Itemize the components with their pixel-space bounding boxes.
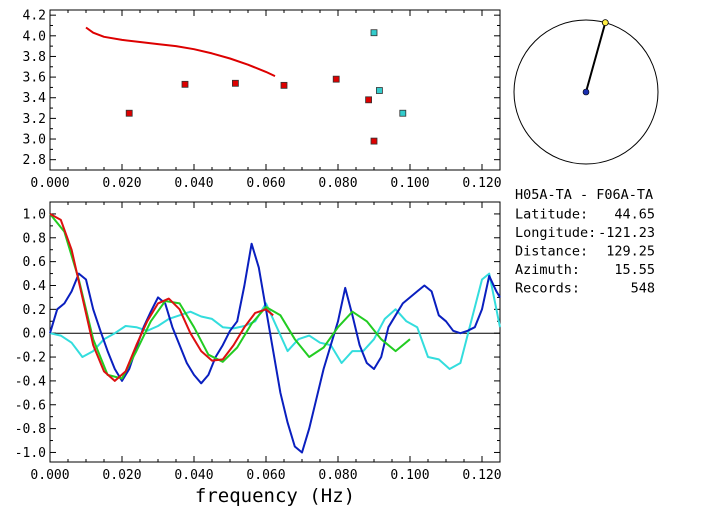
top-y-tick-label: 3.8 bbox=[23, 50, 46, 65]
info-label: Longitude: bbox=[515, 225, 596, 241]
info-value: 15.55 bbox=[614, 262, 655, 278]
x-axis-label: frequency (Hz) bbox=[195, 485, 355, 507]
bottom-series-1-line bbox=[49, 242, 501, 454]
station-pair-title: H05A-TA - F06A-TA bbox=[515, 187, 653, 203]
station-center-marker bbox=[582, 88, 590, 96]
top-x-tick-label: 0.080 bbox=[318, 176, 357, 191]
bottom-x-tick-label: 0.020 bbox=[102, 468, 141, 483]
bottom-x-tick-label: 0.000 bbox=[30, 468, 69, 483]
top-y-tick-label: 2.8 bbox=[23, 153, 46, 168]
top-y-tick-label: 4.0 bbox=[23, 29, 46, 44]
top-series-1-point bbox=[370, 137, 378, 145]
bottom-series-3-line bbox=[49, 213, 274, 382]
top-series-2-point bbox=[399, 109, 407, 117]
top-y-tick-label: 3.2 bbox=[23, 112, 46, 127]
top-x-tick-label: 0.000 bbox=[30, 176, 69, 191]
top-series-1-point bbox=[332, 75, 340, 83]
top-x-tick-label: 0.040 bbox=[174, 176, 213, 191]
bottom-y-tick-label: -0.4 bbox=[15, 374, 46, 389]
top-y-tick-label: 4.2 bbox=[23, 9, 46, 24]
bottom-series-2-line bbox=[49, 213, 411, 380]
top-series-1-point bbox=[365, 96, 373, 104]
bottom-y-tick-label: 0.6 bbox=[23, 255, 46, 270]
top-y-tick-label: 3.6 bbox=[23, 71, 46, 86]
info-value: 44.65 bbox=[614, 207, 655, 223]
bottom-y-tick-label: 0.8 bbox=[23, 231, 46, 246]
station-azimuth-marker bbox=[601, 19, 609, 27]
phase-velocity-chart: 0.000 0.020 0.040 0.060 0.080 0.100 0.120 2.8 3.… bbox=[23, 9, 502, 191]
bottom-y-tick-label: -0.6 bbox=[15, 398, 46, 413]
bottom-x-tick-label: 0.120 bbox=[462, 468, 501, 483]
top-x-tick-label: 0.120 bbox=[462, 176, 501, 191]
azimuth-line bbox=[585, 22, 607, 93]
top-series-1-point bbox=[231, 79, 239, 87]
bottom-y-tick-label: -0.8 bbox=[15, 422, 46, 437]
top-series-1-point bbox=[280, 81, 288, 89]
bottom-series-0-line bbox=[49, 272, 501, 370]
info-value: 548 bbox=[631, 281, 655, 297]
bottom-y-tick-label: 0.4 bbox=[23, 279, 47, 294]
info-label: Azimuth: bbox=[515, 262, 580, 278]
top-series-1-point bbox=[181, 80, 189, 88]
bottom-x-tick-label: 0.100 bbox=[390, 468, 429, 483]
info-value: 129.25 bbox=[606, 244, 655, 260]
coherence-chart: 0.000 0.020 0.040 0.060 0.080 0.100 0.120 -1.0 -… bbox=[15, 201, 502, 507]
top-series-2-point bbox=[370, 29, 378, 37]
station-info-panel: H05A-TA - F06A-TA Latitude: 44.65 Longitud… bbox=[515, 187, 655, 297]
top-x-tick-label: 0.100 bbox=[390, 176, 429, 191]
azimuth-map bbox=[513, 19, 659, 165]
info-label: Distance: bbox=[515, 244, 588, 260]
info-label: Latitude: bbox=[515, 207, 588, 223]
top-series-1-point bbox=[125, 109, 133, 117]
top-y-tick-label: 3.4 bbox=[23, 91, 47, 106]
bottom-x-tick-label: 0.060 bbox=[246, 468, 285, 483]
top-series-2-point bbox=[375, 87, 383, 94]
map-circle bbox=[513, 19, 659, 165]
bottom-x-tick-label: 0.080 bbox=[318, 468, 357, 483]
info-label: Records: bbox=[515, 281, 580, 297]
top-y-tick-label: 3.0 bbox=[23, 133, 46, 148]
top-series-0-line bbox=[85, 26, 276, 78]
top-x-tick-label: 0.020 bbox=[102, 176, 141, 191]
top-x-tick-label: 0.060 bbox=[246, 176, 285, 191]
bottom-y-tick-label: 1.0 bbox=[23, 207, 46, 222]
bottom-x-tick-label: 0.040 bbox=[174, 468, 213, 483]
bottom-y-tick-label: -0.2 bbox=[15, 351, 46, 366]
bottom-y-tick-label: 0.2 bbox=[23, 303, 46, 318]
top-plot-frame bbox=[49, 9, 501, 171]
info-value: -121.23 bbox=[598, 225, 655, 241]
bottom-y-tick-label: 0.0 bbox=[23, 327, 46, 342]
bottom-y-tick-label: -1.0 bbox=[15, 446, 46, 461]
